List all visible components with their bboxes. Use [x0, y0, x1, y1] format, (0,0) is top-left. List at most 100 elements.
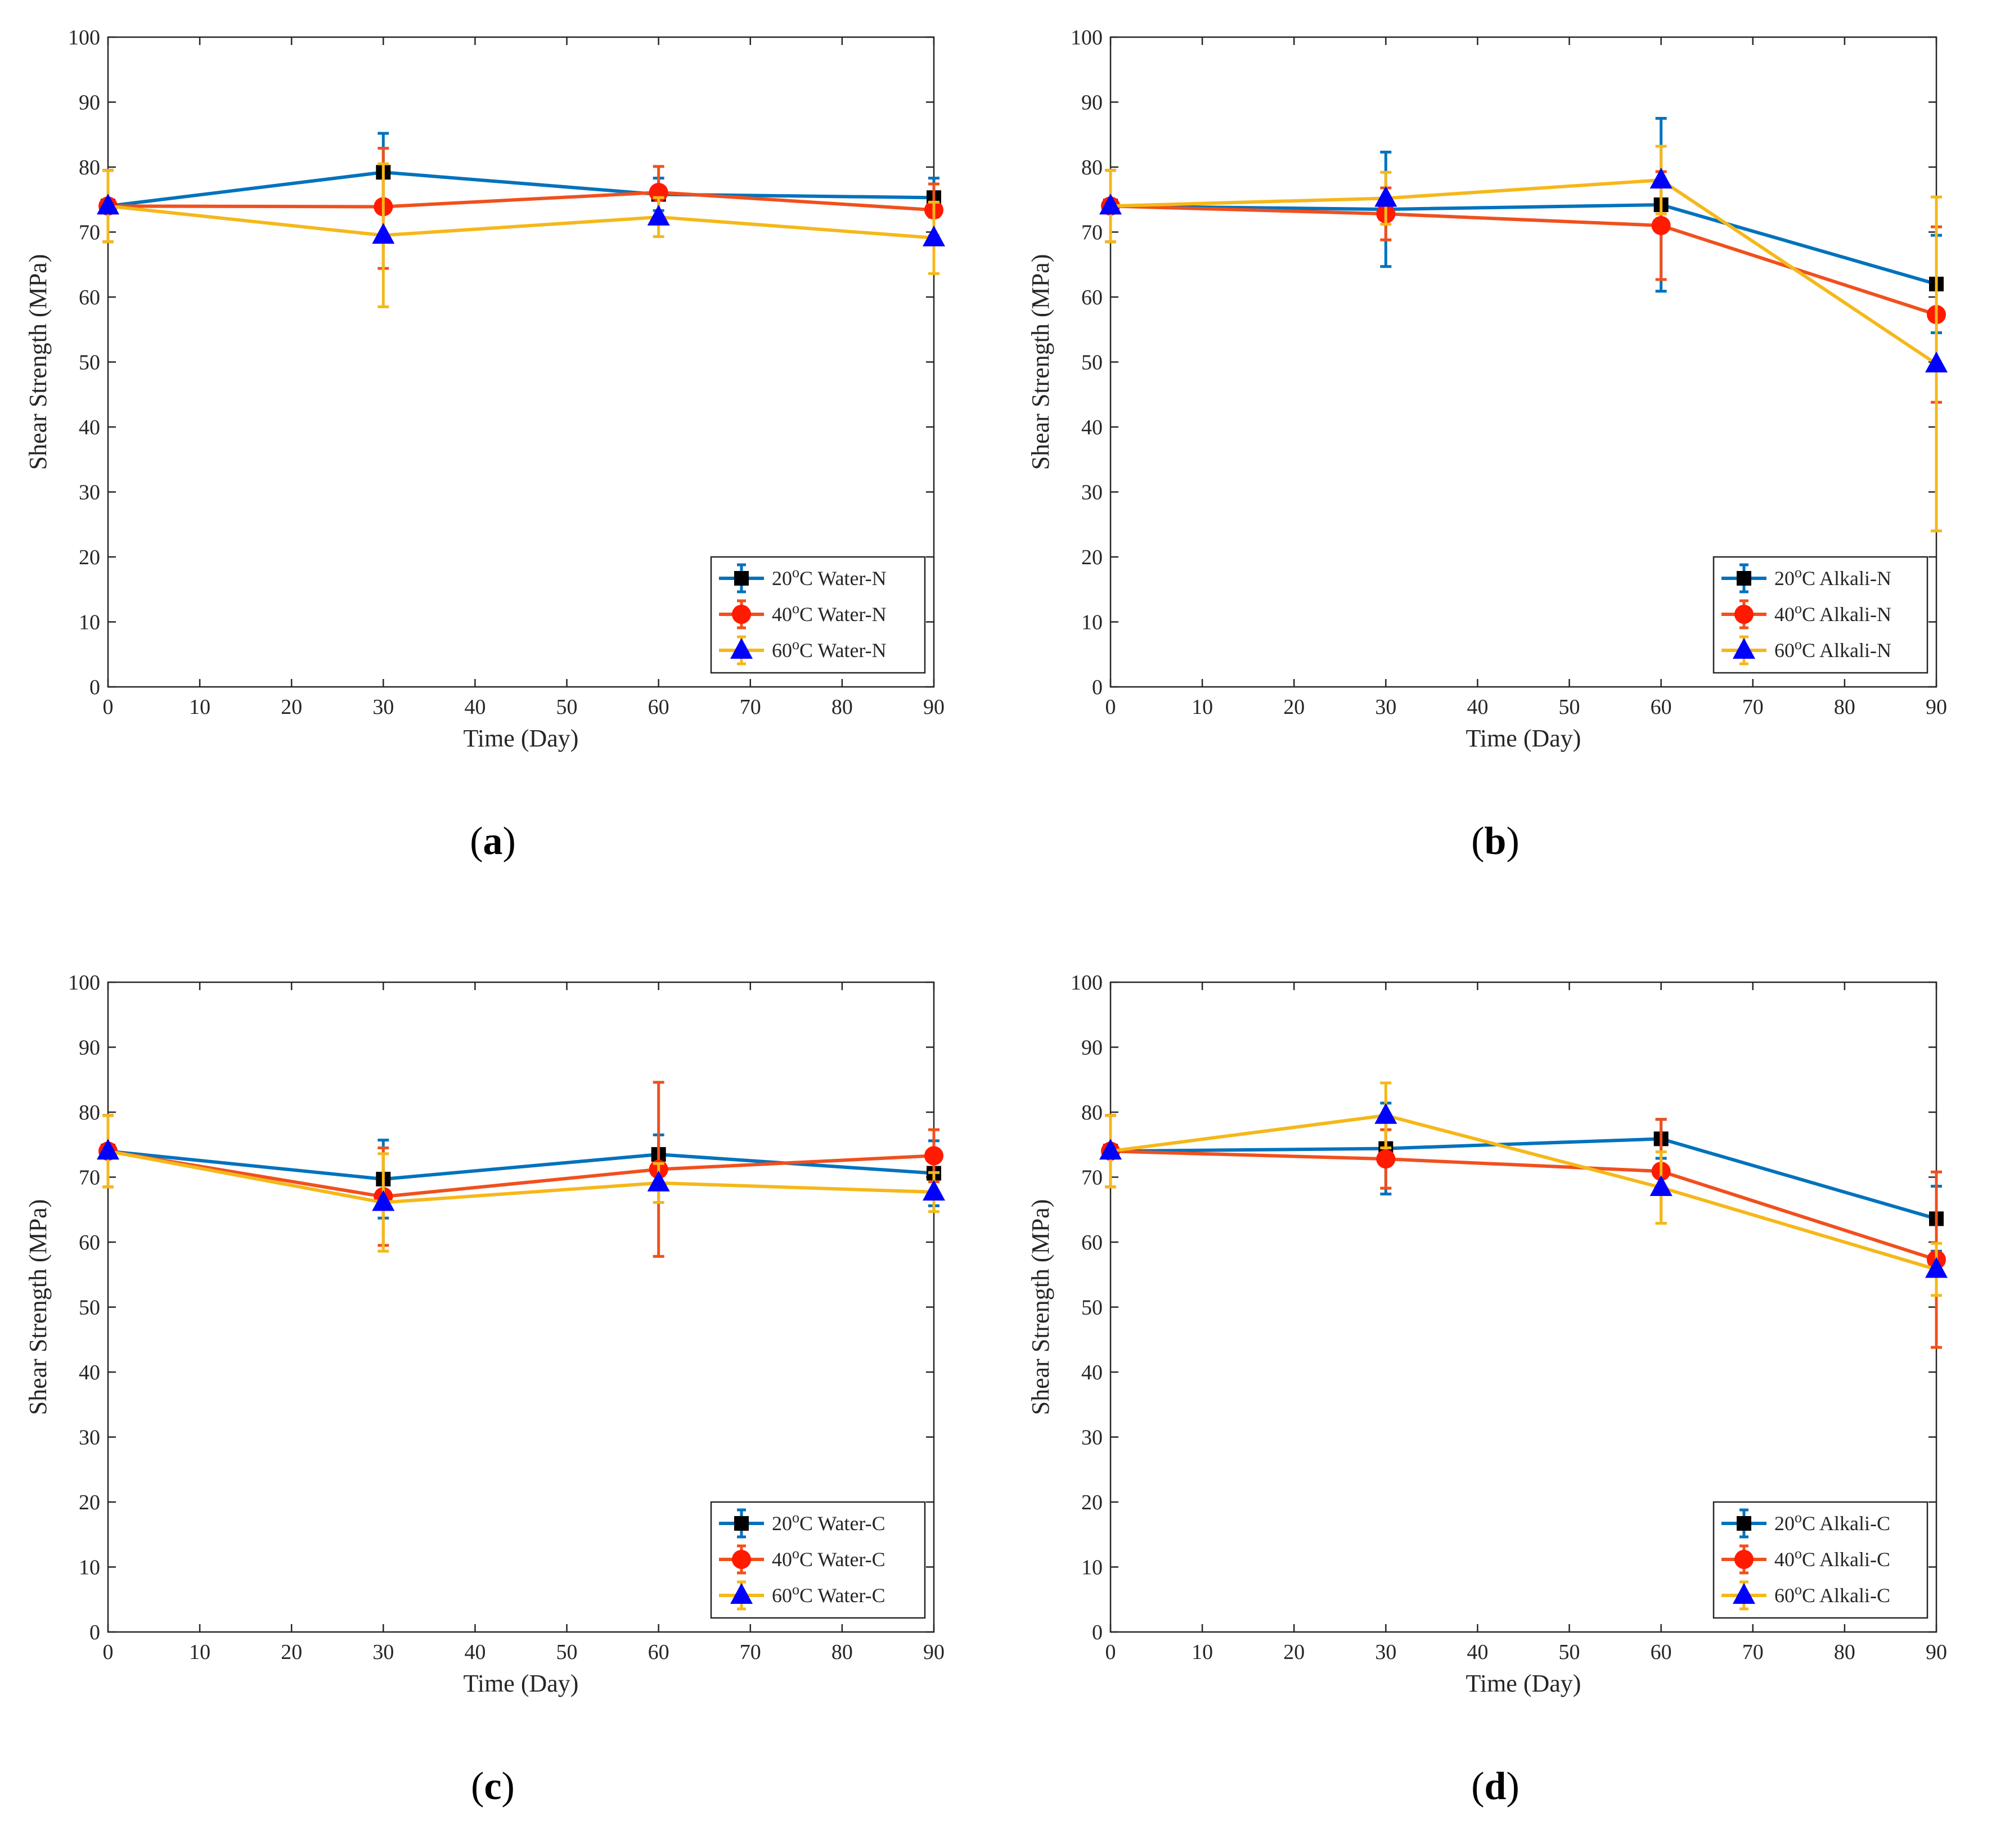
legend-degree: o	[1795, 1509, 1802, 1526]
x-tick-label: 90	[1926, 1640, 1947, 1664]
y-tick-label: 40	[79, 1361, 100, 1384]
legend-marker	[1734, 1550, 1754, 1569]
x-tick-label: 50	[556, 695, 578, 719]
x-tick-label: 70	[740, 1640, 761, 1664]
y-tick-label: 50	[79, 351, 100, 375]
caption-letter: a	[483, 820, 503, 863]
caption-open: (	[1471, 1765, 1484, 1808]
y-tick-label: 40	[1081, 416, 1103, 439]
legend-entry: 20oC Water-N	[719, 563, 887, 593]
legend-name: C Water-C	[799, 1548, 885, 1571]
x-tick-label: 0	[1105, 1640, 1116, 1664]
chart-panel-b: 0 10 20 30 40 50 60 70 80 90 0 10 20 30 40 50 60 70 80 90 10…	[1002, 0, 2005, 903]
legend-marker	[1734, 605, 1754, 624]
legend-marker	[730, 1583, 753, 1604]
series-line	[1110, 204, 1937, 317]
legend-entry: 40oC Water-C	[719, 1544, 885, 1575]
x-tick-label: 90	[923, 695, 945, 719]
data-point	[97, 1139, 119, 1160]
series-20	[1103, 116, 1944, 335]
legend-temp: 40	[772, 603, 792, 626]
legend-label: 40oC Water-C	[772, 1545, 885, 1571]
legend-temp: 60	[1774, 1584, 1795, 1607]
data-point	[924, 1146, 943, 1166]
y-tick-label: 60	[79, 1231, 100, 1255]
chart-panel-a: 0 10 20 30 40 50 60 70 80 90 0 10 20 30 40 50 60 70 80 90 10…	[0, 0, 1002, 903]
legend-degree: o	[1795, 600, 1802, 617]
series-40	[98, 1081, 943, 1258]
data-point	[923, 225, 945, 246]
y-tick-label: 90	[1081, 1036, 1103, 1060]
legend-label: 20oC Alkali-N	[1774, 564, 1891, 590]
x-tick-label: 90	[923, 1640, 945, 1664]
series-60	[97, 1114, 945, 1253]
legend-temp: 60	[1774, 639, 1795, 662]
x-tick-label: 0	[103, 695, 114, 719]
x-tick-label: 30	[1375, 1640, 1396, 1664]
series-60	[97, 162, 945, 308]
legend-entry: 60oC Water-N	[719, 635, 887, 666]
x-tick-label: 10	[189, 695, 210, 719]
x-tick-label: 20	[281, 695, 302, 719]
x-tick-label: 70	[1742, 695, 1764, 719]
x-tick-label: 20	[281, 1640, 302, 1664]
legend-marker	[732, 1550, 751, 1569]
x-tick-label: 30	[372, 695, 394, 719]
legend-name: C Water-C	[799, 1584, 885, 1607]
legend-name: C Water-N	[799, 567, 887, 590]
x-axis-label: Time (Day)	[464, 725, 579, 752]
series-line	[1110, 1149, 1937, 1262]
chart-panel-d: 0 10 20 30 40 50 60 70 80 90 0 10 20 30 40 50 60 70 80 90 10…	[1002, 945, 2005, 1848]
x-tick-label: 10	[1192, 1640, 1213, 1664]
y-tick-label: 0	[1092, 1621, 1103, 1644]
series-line	[107, 191, 934, 212]
chart-svg: 0 10 20 30 40 50 60 70 80 90 0 10 20 30 40 50 60 70 80 90 10…	[1027, 26, 1948, 863]
series-line	[1110, 1113, 1937, 1271]
y-tick-label: 70	[79, 1166, 100, 1190]
series-20	[101, 1114, 941, 1220]
legend-degree: o	[792, 1545, 799, 1562]
legend-entry: 40oC Water-N	[719, 599, 887, 630]
legend-label: 40oC Alkali-N	[1774, 600, 1891, 626]
legend-degree: o	[792, 636, 799, 653]
y-tick-label: 60	[1081, 1231, 1103, 1255]
y-tick-label: 30	[1081, 481, 1103, 505]
y-tick-label: 40	[79, 416, 100, 439]
x-tick-label: 40	[464, 1640, 485, 1664]
caption-open: (	[470, 820, 483, 863]
x-tick-label: 30	[372, 1640, 394, 1664]
series-60	[1099, 1081, 1948, 1297]
y-axis-label: Shear Strength (MPa)	[24, 1199, 52, 1415]
chart-panel-c: 0 10 20 30 40 50 60 70 80 90 0 10 20 30 40 50 60 70 80 90 10…	[0, 945, 1002, 1848]
y-tick-label: 80	[1081, 1101, 1103, 1125]
series-line	[107, 170, 934, 208]
y-tick-label: 10	[79, 611, 100, 635]
y-tick-label: 80	[79, 1101, 100, 1125]
legend-entry: 20oC Alkali-C	[1721, 1508, 1890, 1539]
series-line	[1110, 203, 1937, 286]
data-point	[647, 1170, 670, 1191]
series-line	[107, 1149, 934, 1199]
x-axis-label: Time (Day)	[1466, 1670, 1581, 1697]
legend-name: C Alkali-N	[1802, 603, 1891, 626]
x-tick-label: 60	[648, 1640, 669, 1664]
legend-label: 40oC Alkali-C	[1774, 1545, 1890, 1571]
legend-label: 60oC Water-C	[772, 1581, 885, 1607]
legend-name: C Alkali-C	[1802, 1512, 1890, 1535]
series-line	[107, 204, 934, 240]
y-tick-label: 70	[79, 221, 100, 245]
legend-marker	[1733, 638, 1755, 659]
legend-temp: 20	[1774, 567, 1795, 590]
data-point	[1649, 1175, 1673, 1196]
legend: 20oC Alkali-N 40oC Alkali-N 60 oC Alkali-N	[1712, 556, 1928, 674]
y-tick-label: 90	[79, 1036, 100, 1060]
x-tick-label: 10	[1192, 695, 1213, 719]
legend-label: 20oC Alkali-C	[1774, 1509, 1890, 1535]
legend-marker	[730, 638, 753, 659]
y-tick-label: 90	[1081, 91, 1103, 115]
x-tick-label: 70	[1742, 1640, 1764, 1664]
legend-entry: 60oC Alkali-C	[1721, 1580, 1890, 1611]
panel-caption: (a)	[470, 820, 516, 863]
legend-label: 60oC Alkali-C	[1774, 1581, 1890, 1607]
